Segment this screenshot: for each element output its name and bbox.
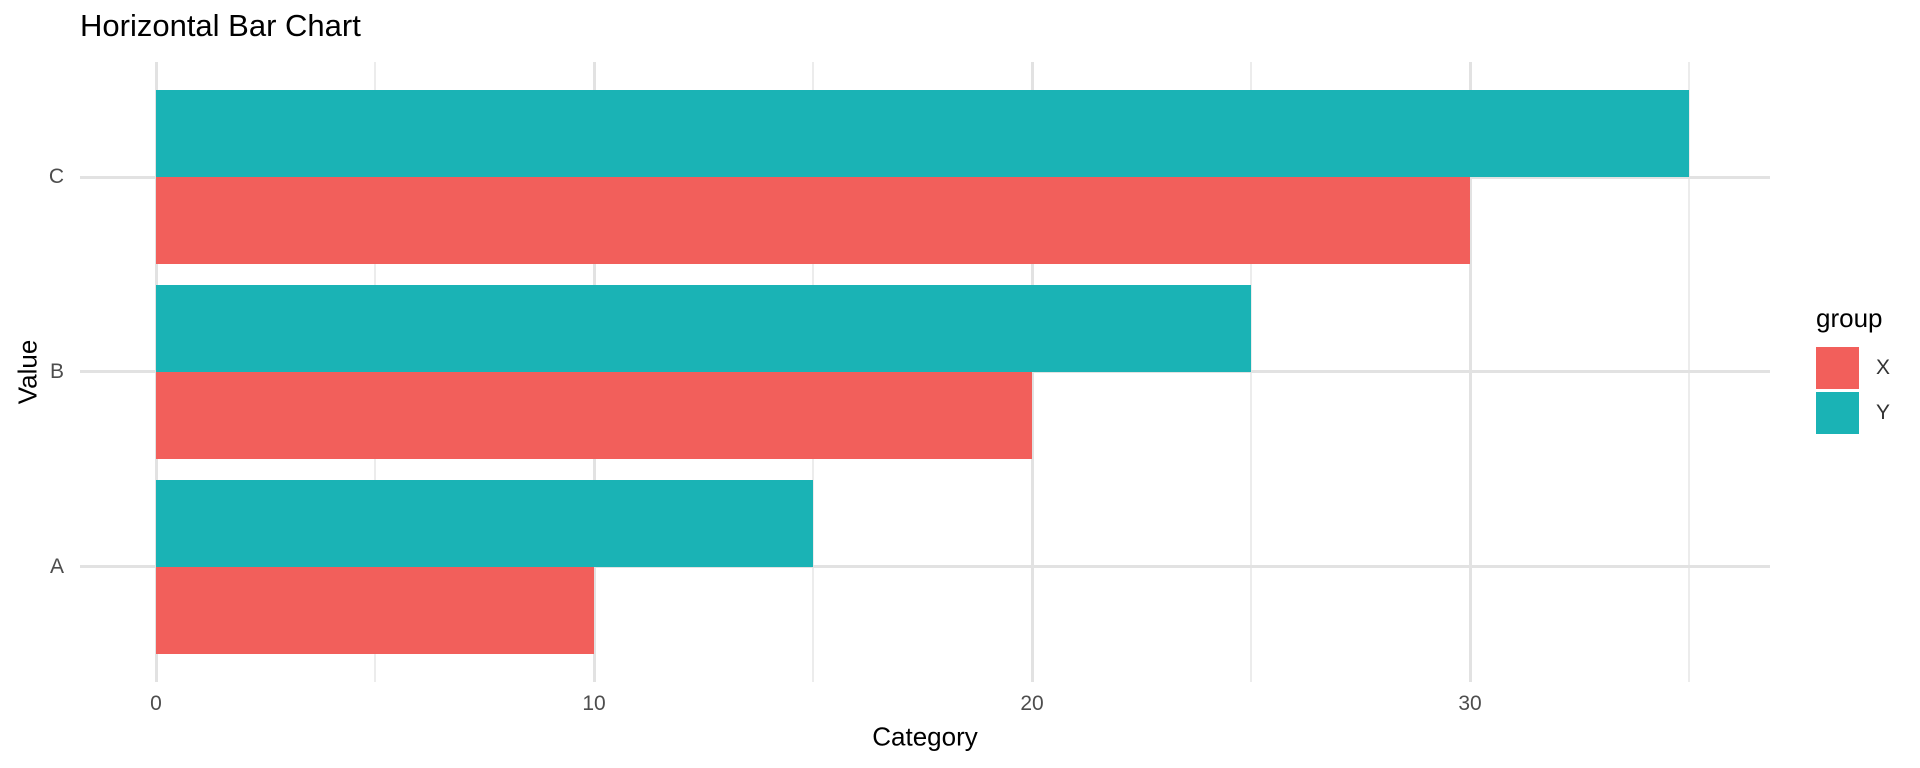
bar-B-X [156, 371, 1032, 459]
plot-panel [80, 62, 1770, 682]
x-axis-tick-label: 30 [1458, 692, 1482, 715]
legend-label: Y [1876, 401, 1891, 424]
legend-item: Y [1816, 392, 1890, 434]
bar-A-Y [156, 479, 813, 567]
legend-swatch-y [1816, 392, 1859, 434]
gridline-horizontal-major [80, 565, 1770, 568]
x-axis-title: Category [872, 721, 978, 752]
bar-C-Y [156, 90, 1689, 177]
y-axis-category-label: B [49, 359, 64, 383]
legend-swatch-x [1816, 347, 1859, 389]
x-axis-tick-label: 0 [150, 692, 162, 715]
y-axis-category-label: C [48, 165, 64, 188]
legend-title: group [1816, 303, 1883, 333]
x-axis-tick-label: 10 [582, 692, 606, 715]
x-axis-tick-label: 20 [1020, 692, 1044, 715]
bar-C-X [156, 177, 1470, 264]
bar-A-X [156, 566, 594, 654]
bar-B-Y [156, 284, 1251, 372]
legend-item: X [1816, 347, 1890, 389]
y-axis-category-label: A [49, 554, 64, 578]
plot-title: Horizontal Bar Chart [80, 8, 361, 43]
legend-label: X [1876, 356, 1891, 379]
